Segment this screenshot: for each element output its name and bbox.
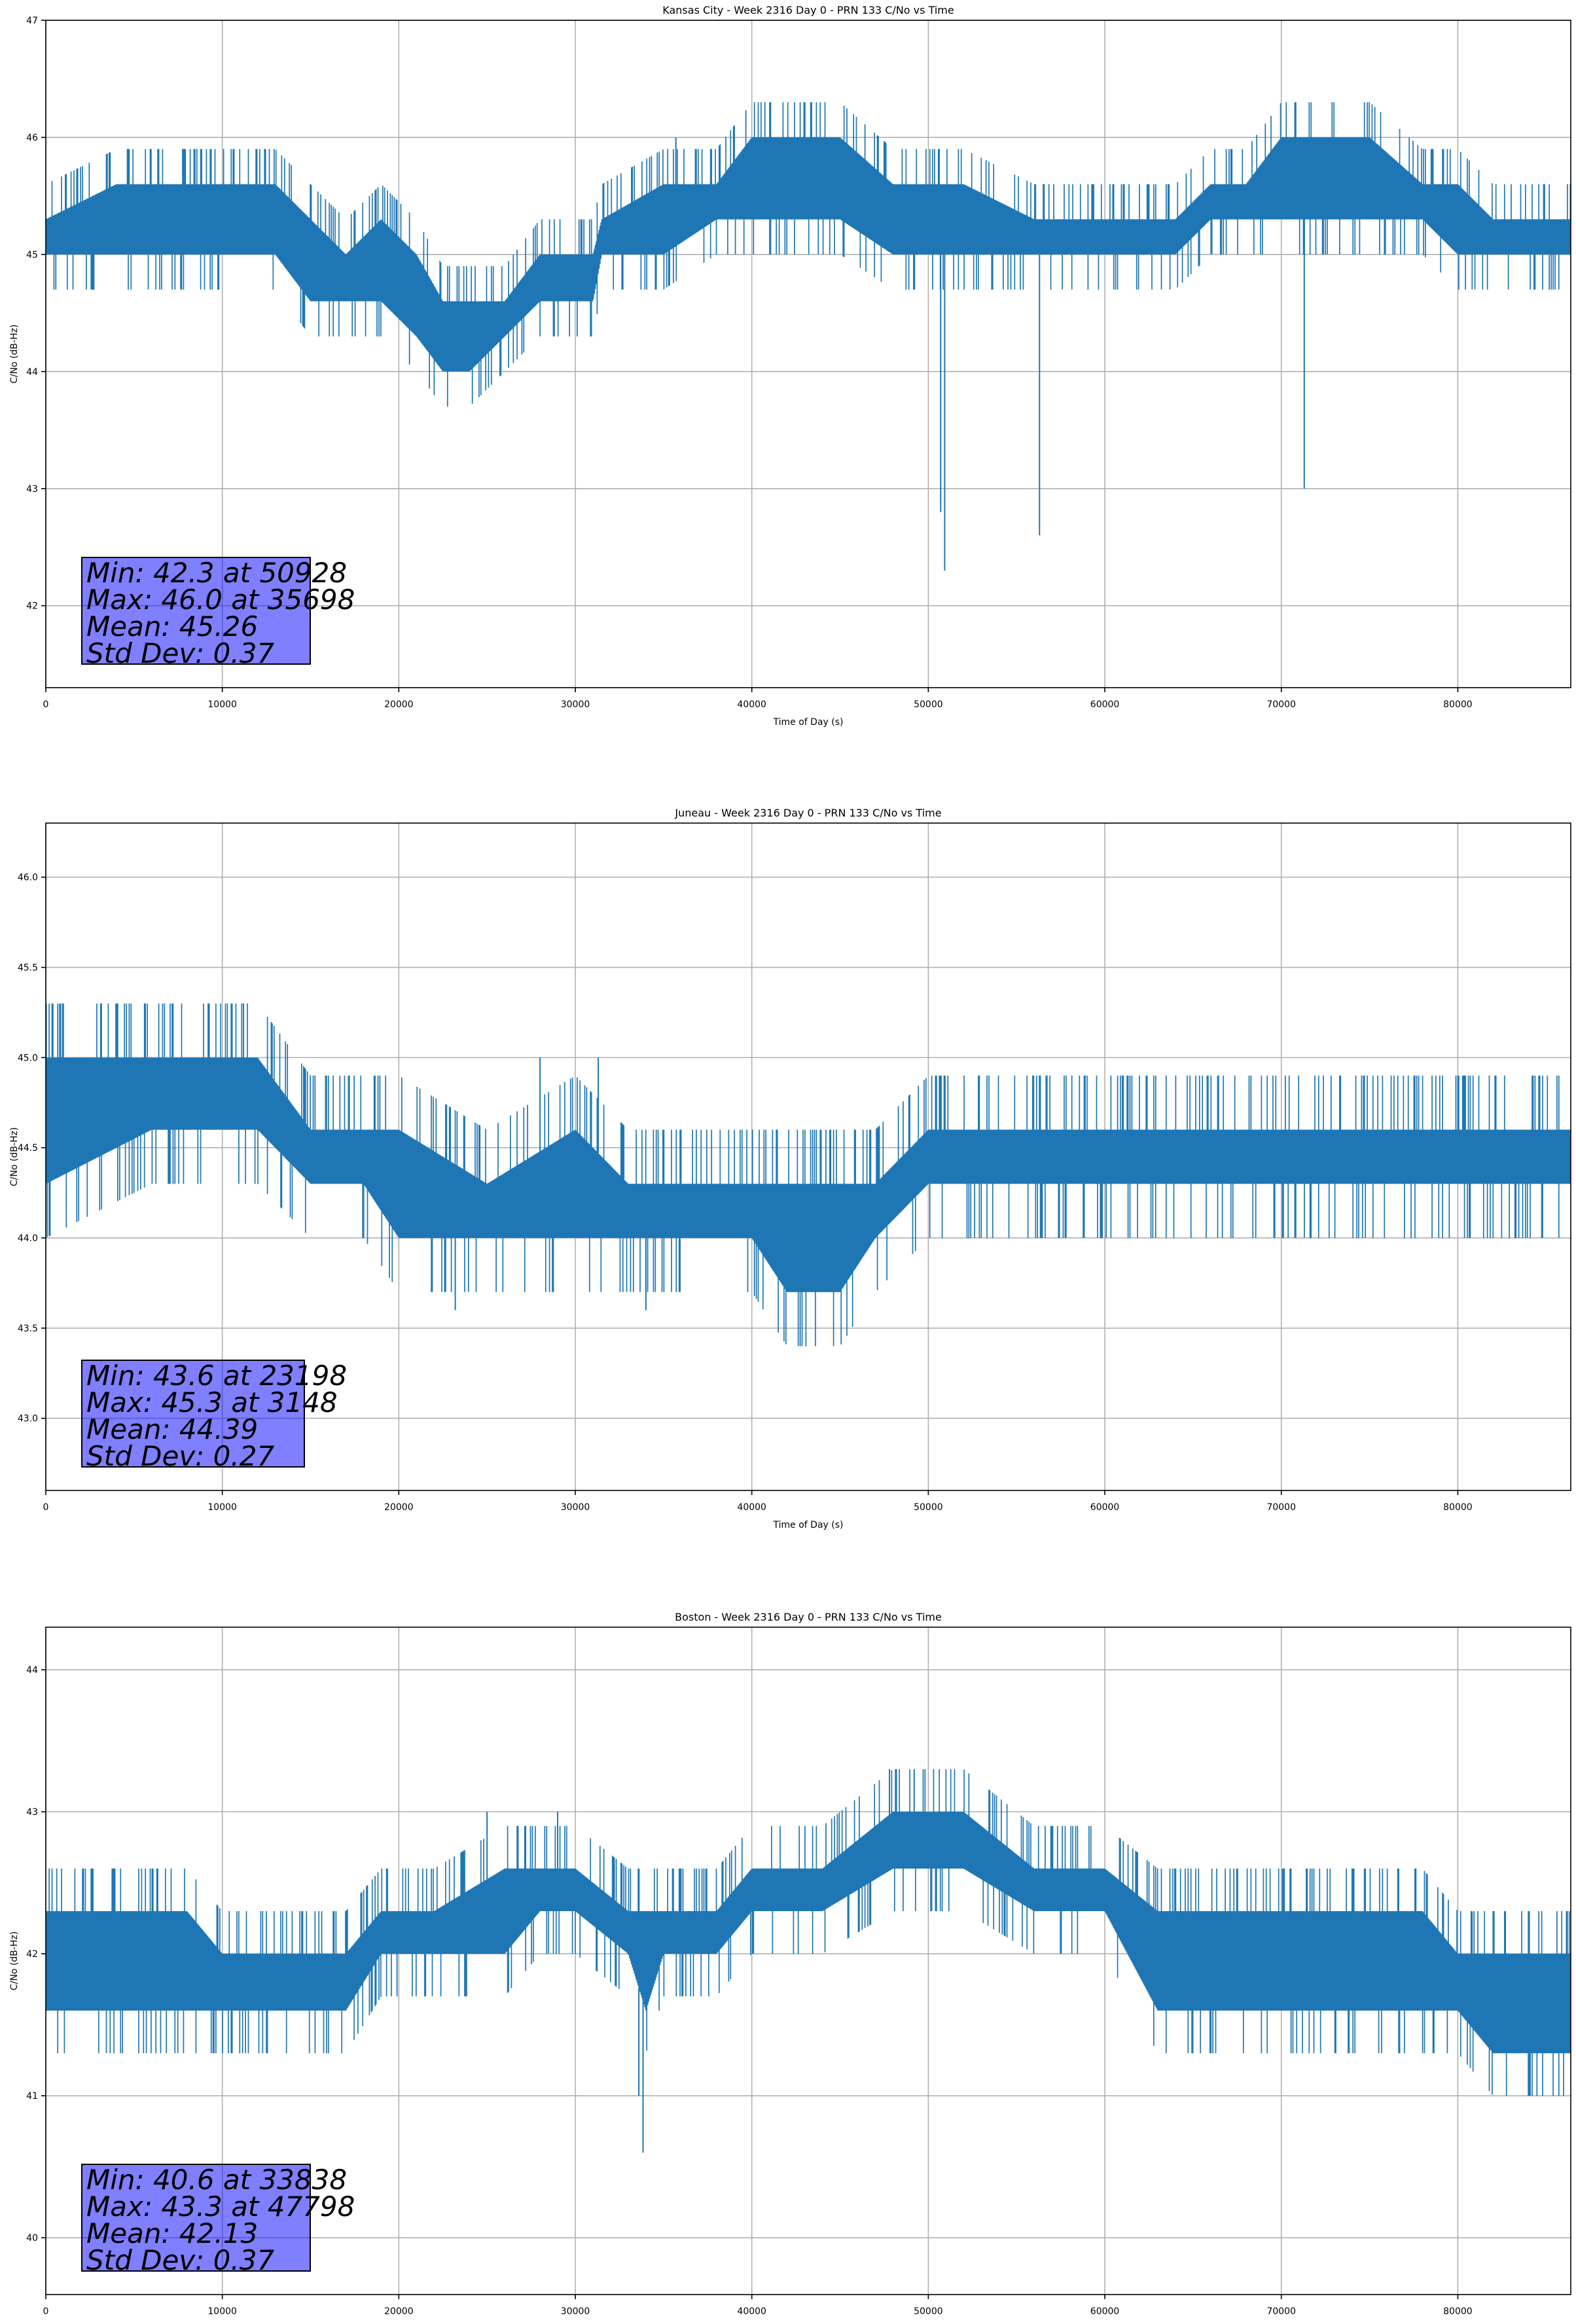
- stats-line-1: Min: 40.6 at 33838: [86, 2164, 348, 2196]
- x-tick-label: 80000: [1443, 699, 1473, 710]
- y-axis-label: C/No (dB-Hz): [9, 1931, 20, 1990]
- stats-line-4: Std Dev: 0.27: [86, 1440, 275, 1472]
- y-axis-label: C/No (dB-Hz): [9, 1127, 20, 1186]
- y-axis-label: C/No (dB-Hz): [9, 325, 20, 383]
- stats-line-3: Mean: 44.39: [86, 1413, 259, 1445]
- series-cno: [45, 1769, 1571, 2153]
- y-tick-label: 46.0: [18, 873, 38, 883]
- axes-frame: [45, 20, 1571, 688]
- stats-annotation: Min: 42.3 at 50928 Max: 46.0 at 35698 Mean…: [81, 557, 355, 669]
- x-tick-label: 0: [43, 699, 49, 710]
- y-tick-label: 42: [26, 1949, 38, 1960]
- stats-line-3: Mean: 42.13: [86, 2217, 259, 2249]
- stats-line-2: Max: 46.0 at 35698: [86, 584, 355, 616]
- x-tick-label: 50000: [914, 1502, 943, 1513]
- x-axis-label: Time of Day (s): [773, 1520, 844, 1530]
- stats-line-4: Std Dev: 0.37: [86, 2244, 275, 2276]
- axes-frame: [45, 822, 1571, 1491]
- x-tick-label: 10000: [207, 2306, 237, 2317]
- y-tick-label: 44.5: [18, 1143, 38, 1153]
- y-tick-label: 46: [26, 133, 38, 143]
- stats-line-1: Min: 43.6 at 23198: [86, 1360, 348, 1392]
- y-tick-label: 44.0: [18, 1233, 38, 1244]
- x-tick-label: 0: [43, 2306, 49, 2317]
- x-tick-label: 40000: [737, 699, 766, 710]
- y-tick-label: 44: [26, 367, 38, 378]
- x-axis-label: Time of Day (s): [773, 717, 844, 728]
- axes-frame: [45, 1627, 1571, 2295]
- y-tick-label: 45: [26, 250, 38, 260]
- x-tick-label: 60000: [1090, 2306, 1120, 2317]
- stats-line-2: Max: 45.3 at 3148: [86, 1386, 338, 1418]
- y-tick-label: 43.0: [18, 1414, 38, 1424]
- y-tick-label: 43.5: [18, 1324, 38, 1334]
- y-tick-label: 40: [26, 2233, 38, 2244]
- y-tick-label: 43: [26, 1807, 38, 1818]
- y-tick-label: 47: [26, 16, 38, 26]
- x-tick-label: 30000: [561, 1502, 590, 1513]
- x-tick-label: 20000: [384, 2306, 414, 2317]
- x-tick-label: 50000: [914, 2306, 943, 2317]
- stats-line-1: Min: 42.3 at 50928: [86, 557, 348, 589]
- x-tick-label: 10000: [207, 699, 237, 710]
- x-tick-label: 40000: [737, 2306, 766, 2317]
- y-tick-label: 42: [26, 601, 38, 612]
- x-tick-label: 60000: [1090, 1502, 1120, 1513]
- x-tick-label: 10000: [207, 1502, 237, 1513]
- x-tick-label: 70000: [1266, 699, 1296, 710]
- x-tick-label: 30000: [561, 2306, 590, 2317]
- x-tick-label: 70000: [1266, 1502, 1296, 1513]
- x-tick-label: 40000: [737, 1502, 766, 1513]
- cno-core-band: [46, 137, 1571, 372]
- chart-title: Juneau - Week 2316 Day 0 - PRN 133 C/No …: [674, 807, 941, 819]
- stats-annotation: Min: 43.6 at 23198 Max: 45.3 at 3148 Mean:…: [81, 1360, 348, 1472]
- x-tick-label: 30000: [561, 699, 590, 710]
- x-tick-label: 70000: [1266, 2306, 1296, 2317]
- x-tick-label: 80000: [1443, 1502, 1473, 1513]
- stats-annotation: Min: 40.6 at 33838 Max: 43.3 at 47798 Mean…: [81, 2164, 355, 2276]
- stats-line-2: Max: 43.3 at 47798: [86, 2191, 355, 2223]
- stats-line-3: Mean: 45.26: [86, 610, 259, 643]
- x-tick-label: 20000: [384, 699, 414, 710]
- chart-title: Boston - Week 2316 Day 0 - PRN 133 C/No …: [675, 1611, 942, 1623]
- chart-title: Kansas City - Week 2316 Day 0 - PRN 133 …: [662, 4, 954, 16]
- y-tick-label: 45.0: [18, 1053, 38, 1063]
- y-tick-label: 44: [26, 1665, 38, 1676]
- x-tick-label: 0: [43, 1502, 49, 1513]
- x-tick-label: 20000: [384, 1502, 414, 1513]
- y-tick-label: 43: [26, 484, 38, 495]
- stats-line-4: Std Dev: 0.37: [86, 637, 275, 669]
- x-tick-label: 50000: [914, 699, 943, 710]
- cno-core-band: [46, 1812, 1571, 2054]
- y-tick-label: 45.5: [18, 963, 38, 974]
- x-tick-label: 60000: [1090, 699, 1120, 710]
- y-tick-label: 41: [26, 2091, 38, 2102]
- x-tick-label: 80000: [1443, 2306, 1473, 2317]
- cno-core-band: [46, 1057, 1571, 1292]
